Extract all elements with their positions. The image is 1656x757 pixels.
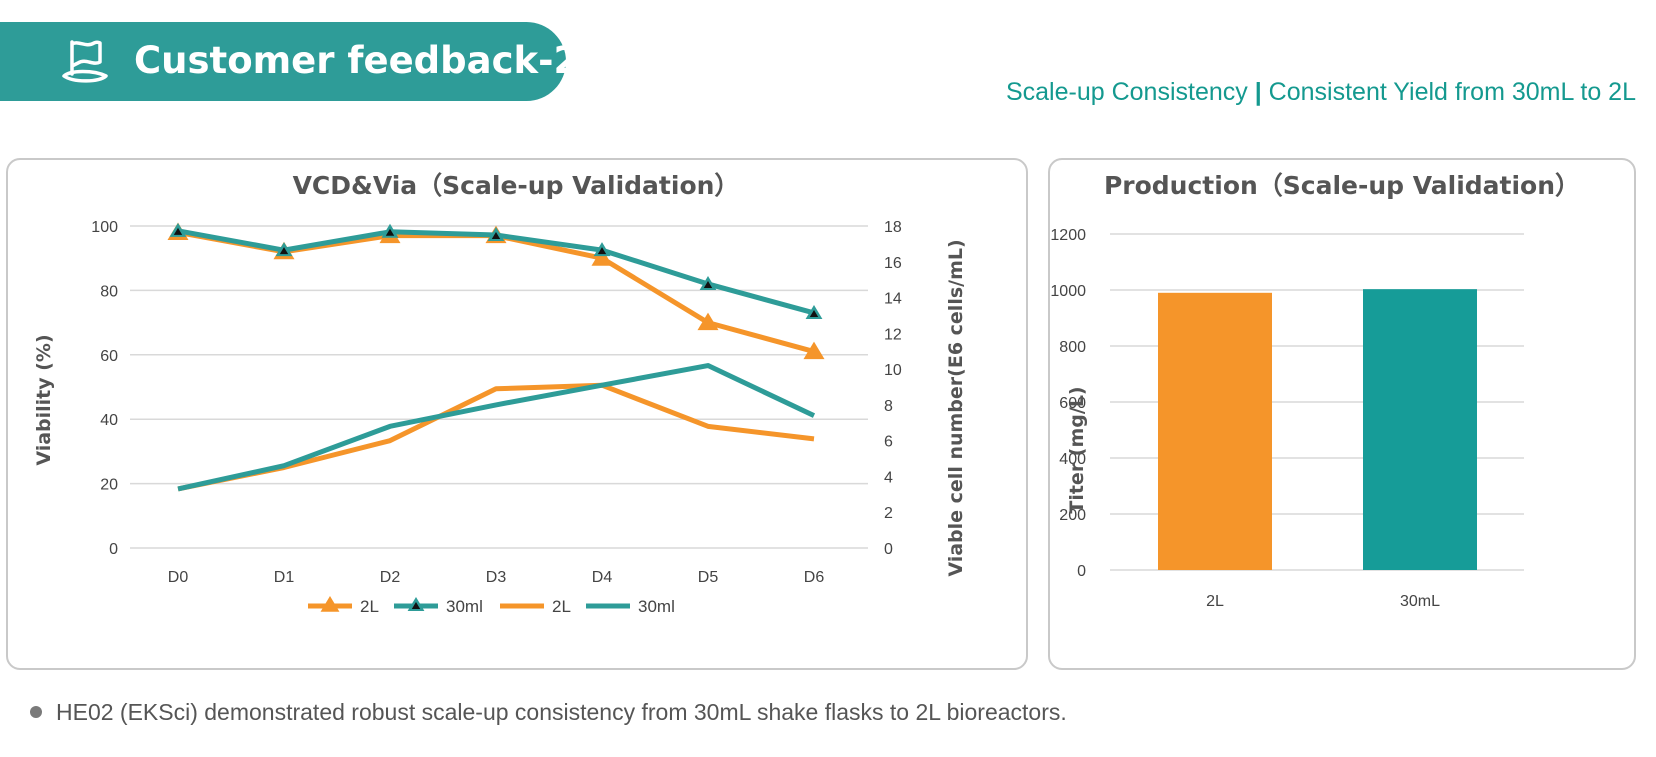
series-line-2L-right: [177, 382, 815, 492]
x-tick-label: D3: [486, 569, 507, 586]
y-tick-label: 20: [100, 477, 118, 494]
bar-30mL: [1363, 289, 1477, 570]
data-point-30ml-viability-inner: [173, 227, 183, 235]
legend-label: 2L: [552, 597, 571, 616]
y-tick-label: 600: [1059, 395, 1086, 412]
subtitle: Scale-up Consistency | Consistent Yield …: [936, 76, 1636, 108]
data-point-30ml-viability-inner: [809, 309, 819, 317]
y2-tick-label: 2: [884, 505, 893, 522]
legend-marker-inner: [411, 602, 421, 609]
data-point-30ml-viability-inner: [703, 280, 713, 288]
subtitle-separator: |: [1254, 78, 1262, 106]
y-tick-label: 1200: [1050, 227, 1086, 244]
production-chart-panel: Production（Scale-up Validation） 0 200 400 6…: [1048, 158, 1636, 670]
y-tick-label: 60: [100, 348, 118, 365]
x-tick-label: D2: [380, 569, 401, 586]
y-tick-label: 400: [1059, 451, 1086, 468]
subtitle-right: Consistent Yield from 30mL to 2L: [1268, 78, 1636, 106]
x-tick-label: 30mL: [1400, 593, 1440, 610]
x-tick-label: D4: [592, 569, 613, 586]
y2-tick-label: 8: [884, 398, 893, 415]
flag-hat-icon: [62, 40, 108, 83]
production-bar-chart: Production（Scale-up Validation） 0 200 400 6…: [1050, 171, 1580, 610]
footnote: HE02 (EKSci) demonstrated robust scale-u…: [30, 697, 1067, 727]
subtitle-left: Scale-up Consistency: [1005, 78, 1248, 106]
header-banner: Customer feedback-2: [0, 22, 579, 101]
y2-tick-label: 12: [884, 326, 902, 343]
page-title: Customer feedback-2: [134, 39, 580, 82]
chart-title: VCD&Via（Scale-up Validation）: [293, 171, 740, 200]
y2-tick-label: 16: [884, 255, 902, 272]
data-point-30ml-viability-inner: [385, 228, 395, 236]
bar-2L: [1158, 292, 1272, 570]
data-point-2l-viability: [591, 248, 613, 266]
legend-label: 2L: [360, 597, 379, 616]
x-tick-label: D5: [698, 569, 719, 586]
series-line-30ml-right: [177, 363, 816, 492]
y-tick-label: 1000: [1050, 283, 1086, 300]
y2-tick-label: 14: [884, 291, 902, 308]
bullet-icon: [30, 705, 42, 718]
x-tick-label: D1: [274, 569, 295, 586]
y2-tick-label: 6: [884, 434, 893, 451]
x-tick-label: D6: [804, 569, 825, 586]
y-axis-label: Viability (%): [33, 334, 55, 465]
y2-tick-label: 18: [884, 219, 902, 236]
legend-label: 30ml: [638, 597, 675, 616]
y-tick-label: 80: [100, 283, 118, 300]
x-tick-label: 2L: [1206, 593, 1224, 610]
data-point-30ml-viability-inner: [491, 232, 501, 240]
legend-marker: [320, 596, 340, 612]
y2-tick-label: 10: [884, 362, 902, 379]
y-tick-label: 200: [1059, 507, 1086, 524]
data-point-2l-viability: [803, 341, 825, 360]
y-tick-label: 0: [109, 541, 118, 558]
y2-tick-label: 0: [884, 541, 893, 558]
y-tick-label: 40: [100, 412, 118, 429]
x-tick-label: D0: [168, 569, 189, 586]
y-axis-label: Titer (mg/L): [1066, 386, 1088, 513]
legend-label: 30ml: [446, 597, 483, 616]
y-tick-label: 100: [91, 219, 118, 236]
y-tick-label: 0: [1077, 563, 1086, 580]
data-point-30ml-viability-inner: [597, 247, 607, 255]
y2-tick-label: 4: [884, 469, 893, 486]
data-point-30ml-viability-inner: [279, 247, 289, 255]
vcd-via-chart-panel: VCD&Via（Scale-up Validation） 0 20 40 60 80 10…: [6, 158, 1028, 670]
y-tick-label: 800: [1059, 339, 1086, 356]
y2-axis-label: Viable cell number(E6 cells/mL): [945, 239, 967, 576]
vcd-via-line-chart: VCD&Via（Scale-up Validation） 02040608010…: [33, 171, 967, 616]
footnote-text: HE02 (EKSci) demonstrated robust scale-u…: [56, 699, 1067, 725]
data-point-2l-viability: [697, 312, 719, 331]
chart-title: Production（Scale-up Validation）: [1104, 171, 1580, 200]
